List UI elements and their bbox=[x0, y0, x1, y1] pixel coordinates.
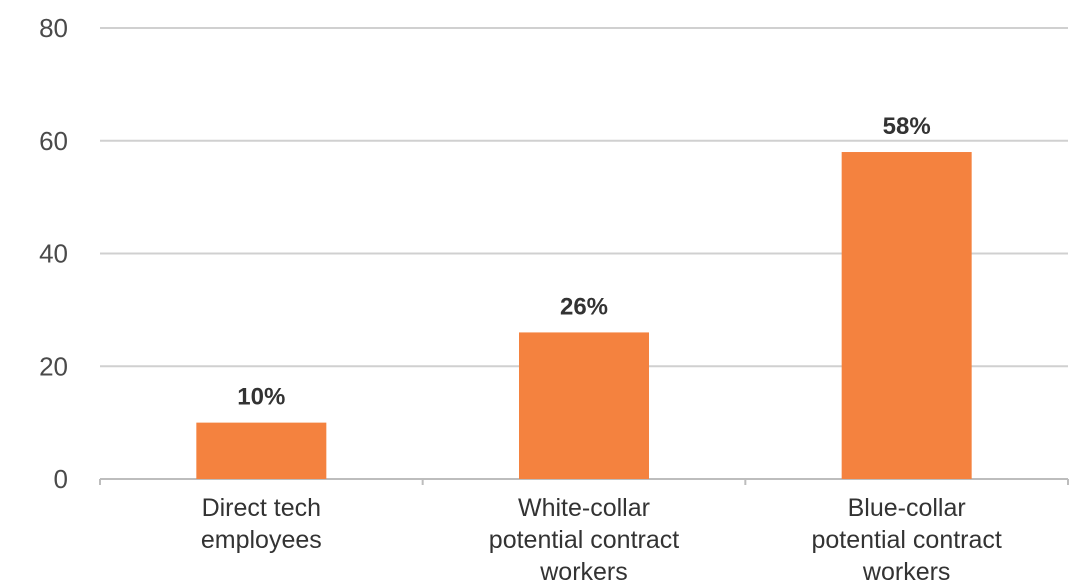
data-label: 10% bbox=[237, 384, 285, 411]
y-tick-label: 80 bbox=[39, 13, 68, 43]
y-tick-label: 60 bbox=[39, 126, 68, 156]
bar bbox=[519, 332, 649, 479]
category-label: Blue-collar bbox=[848, 494, 966, 522]
category-label: Direct tech bbox=[202, 494, 321, 522]
category-label: potential contract bbox=[489, 526, 679, 554]
y-tick-label: 0 bbox=[54, 464, 68, 494]
bars bbox=[196, 152, 972, 479]
category-label: potential contract bbox=[811, 526, 1001, 554]
category-label: workers bbox=[539, 558, 628, 586]
y-tick-label: 20 bbox=[39, 351, 68, 381]
y-axis-ticks: 0 20 40 60 80 bbox=[39, 13, 68, 494]
category-label: White-collar bbox=[518, 494, 650, 522]
data-label: 26% bbox=[560, 293, 608, 320]
bar bbox=[841, 152, 972, 479]
y-tick-label: 40 bbox=[39, 239, 68, 269]
data-label: 58% bbox=[883, 113, 931, 140]
category-label: workers bbox=[862, 558, 951, 586]
data-labels: 10% 26% 58% bbox=[237, 113, 930, 411]
category-label: employees bbox=[201, 526, 322, 554]
x-axis-categories: Direct tech employees White-collar potentia… bbox=[201, 494, 1002, 586]
bar bbox=[196, 422, 327, 479]
